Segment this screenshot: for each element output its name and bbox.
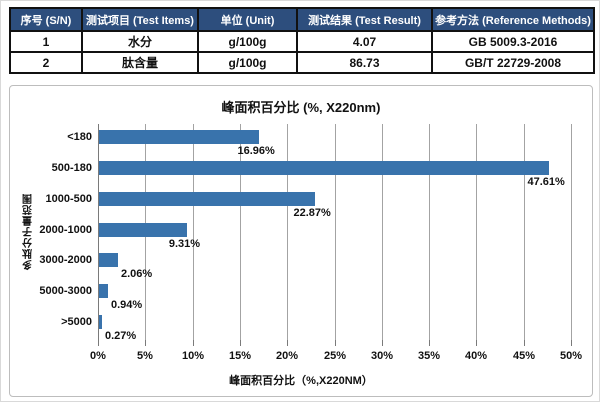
table-row: 2 肽含量 g/100g 86.73 GB/T 22729-2008: [9, 51, 595, 74]
x-tick-label: 5%: [137, 350, 153, 362]
category-label: 5000-3000: [39, 285, 92, 297]
category-label: 500-180: [51, 162, 92, 174]
axis-tick: [98, 340, 99, 346]
axis-tick: [524, 340, 525, 346]
axis-line: [98, 124, 99, 340]
table-header-cell: 单位 (Unit): [197, 7, 298, 32]
y-axis-labels: <180 500-180 1000-500 2000-1000 3000-2000 500…: [10, 124, 92, 340]
gridline: [335, 124, 336, 340]
bar: [99, 284, 108, 298]
table-header-cell: 测试结果 (Test Result): [296, 7, 433, 32]
table-cell: 2: [9, 51, 83, 74]
table-body: 1 水分 g/100g 4.07 GB 5009.3-2016 2 肽含量 g/100g 86.…: [9, 30, 595, 74]
bar-value-label: 16.96%: [237, 145, 275, 157]
x-tick-label: 0%: [90, 350, 106, 362]
gridline: [240, 124, 241, 340]
axis-tick: [571, 340, 572, 346]
bar: [99, 192, 315, 206]
table-cell: 86.73: [296, 51, 433, 74]
axis-tick: [382, 340, 383, 346]
bar: [99, 161, 549, 175]
axis-tick: [145, 340, 146, 346]
table-cell: 水分: [81, 30, 199, 53]
x-tick-label: 40%: [464, 350, 488, 362]
gridline: [571, 124, 572, 340]
table-cell: g/100g: [197, 51, 298, 74]
bar-value-label: 2.06%: [121, 268, 153, 280]
x-tick-label: 50%: [559, 350, 583, 362]
axis-tick: [476, 340, 477, 346]
bar-value-label: 0.27%: [105, 330, 137, 342]
axis-tick: [429, 340, 430, 346]
x-tick-label: 20%: [275, 350, 299, 362]
x-tick-label: 35%: [417, 350, 441, 362]
axis-tick: [335, 340, 336, 346]
bar-value-label: 22.87%: [293, 207, 331, 219]
bar: [99, 253, 118, 267]
gridline: [429, 124, 430, 340]
bar-value-label: 0.94%: [111, 299, 143, 311]
axis-tick: [193, 340, 194, 346]
category-label: 3000-2000: [39, 254, 92, 266]
x-tick-label: 15%: [228, 350, 252, 362]
table-cell: 肽含量: [81, 51, 199, 74]
table-cell: 1: [9, 30, 83, 53]
table-header-cell: 测试项目 (Test Items): [81, 7, 199, 32]
axis-tick: [240, 340, 241, 346]
x-tick-label: 25%: [323, 350, 347, 362]
bar: [99, 130, 259, 144]
plot-area: 16.96% 47.61% 22.87% 9.31% 2.06% 0.94% 0.27%: [98, 124, 572, 346]
category-label: <180: [67, 131, 92, 143]
chart-panel: 峰面积百分比 (%, X220nm) 多肽分子量范围 <180 500-180 10…: [9, 85, 593, 397]
table-header-row: 序号 (S/N) 测试项目 (Test Items) 单位 (Unit) 测试结果 (…: [9, 7, 595, 32]
axis-tick: [287, 340, 288, 346]
x-tick-label: 30%: [370, 350, 394, 362]
table-row: 1 水分 g/100g 4.07 GB 5009.3-2016: [9, 30, 595, 53]
x-tick-label: 45%: [512, 350, 536, 362]
table-header-cell: 序号 (S/N): [9, 7, 83, 32]
category-label: 2000-1000: [39, 224, 92, 236]
test-results-table: 序号 (S/N) 测试项目 (Test Items) 单位 (Unit) 测试结果 (…: [9, 7, 595, 74]
gridline: [382, 124, 383, 340]
x-axis-ticks: 0% 5% 10% 15% 20% 25% 30% 35% 40% 45% 50%: [90, 350, 582, 364]
chart-title: 峰面积百分比 (%, X220nm): [221, 100, 381, 115]
x-tick-label: 10%: [181, 350, 205, 362]
table-cell: 4.07: [296, 30, 433, 53]
gridline: [524, 124, 525, 340]
gridline: [476, 124, 477, 340]
bar-value-label: 9.31%: [168, 238, 201, 250]
table-cell: GB 5009.3-2016: [431, 30, 595, 53]
table-cell: GB/T 22729-2008: [431, 51, 595, 74]
x-axis-title: 峰面积百分比（%,X220NM）: [229, 375, 373, 387]
table-header-cell: 参考方法 (Reference Methods): [431, 7, 595, 32]
bar-value-label: 47.61%: [527, 176, 565, 188]
category-label: 1000-500: [45, 193, 93, 205]
category-label: >5000: [61, 316, 92, 328]
table-cell: g/100g: [197, 30, 298, 53]
gridline: [193, 124, 194, 340]
bar: [99, 315, 102, 329]
gridline: [287, 124, 288, 340]
bar: [99, 223, 187, 237]
